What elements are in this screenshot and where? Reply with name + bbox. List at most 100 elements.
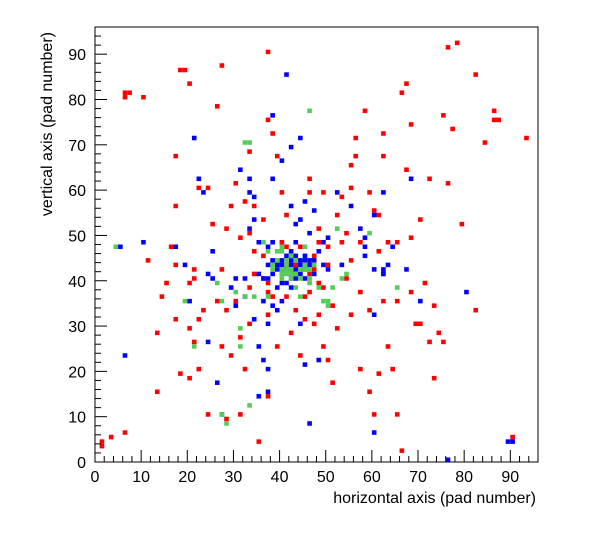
data-point xyxy=(284,271,289,277)
data-point xyxy=(321,190,326,195)
x-tick-label: 90 xyxy=(501,469,519,486)
data-point xyxy=(238,412,243,417)
data-point xyxy=(251,294,257,299)
data-point xyxy=(274,249,280,254)
data-point xyxy=(219,344,225,349)
data-point xyxy=(399,90,405,95)
data-point xyxy=(413,321,419,327)
data-point xyxy=(293,307,299,313)
data-point xyxy=(279,239,285,245)
data-point xyxy=(168,244,174,250)
data-point xyxy=(265,366,271,372)
data-point xyxy=(445,45,451,50)
y-tick-label: 60 xyxy=(68,183,86,200)
data-point xyxy=(99,443,105,449)
data-point xyxy=(321,239,326,245)
data-point xyxy=(265,389,271,395)
data-point xyxy=(284,72,289,77)
data-point xyxy=(510,434,515,440)
data-point xyxy=(238,335,243,340)
data-point xyxy=(381,298,386,304)
data-point xyxy=(219,298,225,304)
data-point xyxy=(353,135,359,141)
data-point xyxy=(265,394,271,399)
data-point xyxy=(473,307,479,313)
data-point xyxy=(201,307,206,313)
data-point xyxy=(510,439,515,444)
data-point xyxy=(445,181,451,186)
data-point xyxy=(191,135,197,141)
data-point xyxy=(265,294,271,299)
data-point xyxy=(122,90,128,95)
data-point xyxy=(242,366,248,372)
data-point xyxy=(219,267,225,272)
data-point xyxy=(284,280,289,286)
data-point xyxy=(214,380,220,385)
data-point xyxy=(288,203,294,209)
data-point xyxy=(431,375,437,381)
data-point xyxy=(284,258,289,263)
data-point xyxy=(224,307,229,313)
data-point xyxy=(293,253,299,259)
data-point xyxy=(261,357,266,363)
data-point xyxy=(247,190,252,195)
data-point xyxy=(307,262,312,268)
data-point xyxy=(265,280,271,286)
data-point xyxy=(159,294,165,299)
data-point xyxy=(325,235,331,240)
data-point xyxy=(187,298,192,304)
data-point xyxy=(284,212,289,218)
data-point xyxy=(334,212,340,218)
data-point xyxy=(141,239,146,245)
data-point xyxy=(302,244,308,250)
data-point xyxy=(298,321,303,327)
data-point xyxy=(293,271,299,277)
data-point xyxy=(298,135,303,141)
y-axis-title: vertical axis (pad number) xyxy=(39,32,56,216)
data-point xyxy=(302,262,308,268)
data-point xyxy=(307,190,312,195)
data-point xyxy=(441,113,446,118)
data-point xyxy=(394,298,400,304)
data-point xyxy=(321,262,326,268)
data-point xyxy=(348,185,354,191)
data-point xyxy=(325,262,331,268)
data-point xyxy=(367,389,372,395)
x-tick-label: 0 xyxy=(91,469,100,486)
data-point xyxy=(256,394,262,399)
data-point xyxy=(279,267,285,272)
data-point xyxy=(247,140,252,145)
data-point xyxy=(316,249,322,254)
data-point xyxy=(348,258,354,263)
data-point xyxy=(394,285,400,290)
data-point xyxy=(279,298,285,304)
data-point xyxy=(316,280,322,286)
data-point xyxy=(256,271,262,277)
data-point xyxy=(99,439,105,444)
data-point xyxy=(270,113,275,118)
data-point xyxy=(288,253,294,259)
data-point xyxy=(339,194,345,200)
data-point xyxy=(459,221,465,227)
data-point xyxy=(418,217,423,222)
data-point xyxy=(298,217,303,222)
data-point xyxy=(464,289,469,295)
data-point xyxy=(288,262,294,268)
data-point xyxy=(496,117,502,123)
data-point xyxy=(233,298,239,304)
data-point xyxy=(330,380,335,385)
data-point xyxy=(394,239,400,245)
data-point xyxy=(247,285,252,290)
data-point xyxy=(293,221,299,227)
data-point xyxy=(279,158,285,163)
data-point xyxy=(445,457,451,462)
data-point xyxy=(358,366,363,372)
y-tick-label: 30 xyxy=(68,319,86,336)
data-point xyxy=(288,267,294,272)
data-point xyxy=(307,276,312,281)
data-point xyxy=(422,280,428,286)
points-layer xyxy=(99,40,529,462)
data-point xyxy=(224,416,229,422)
data-point xyxy=(196,317,202,322)
data-point xyxy=(367,190,372,195)
